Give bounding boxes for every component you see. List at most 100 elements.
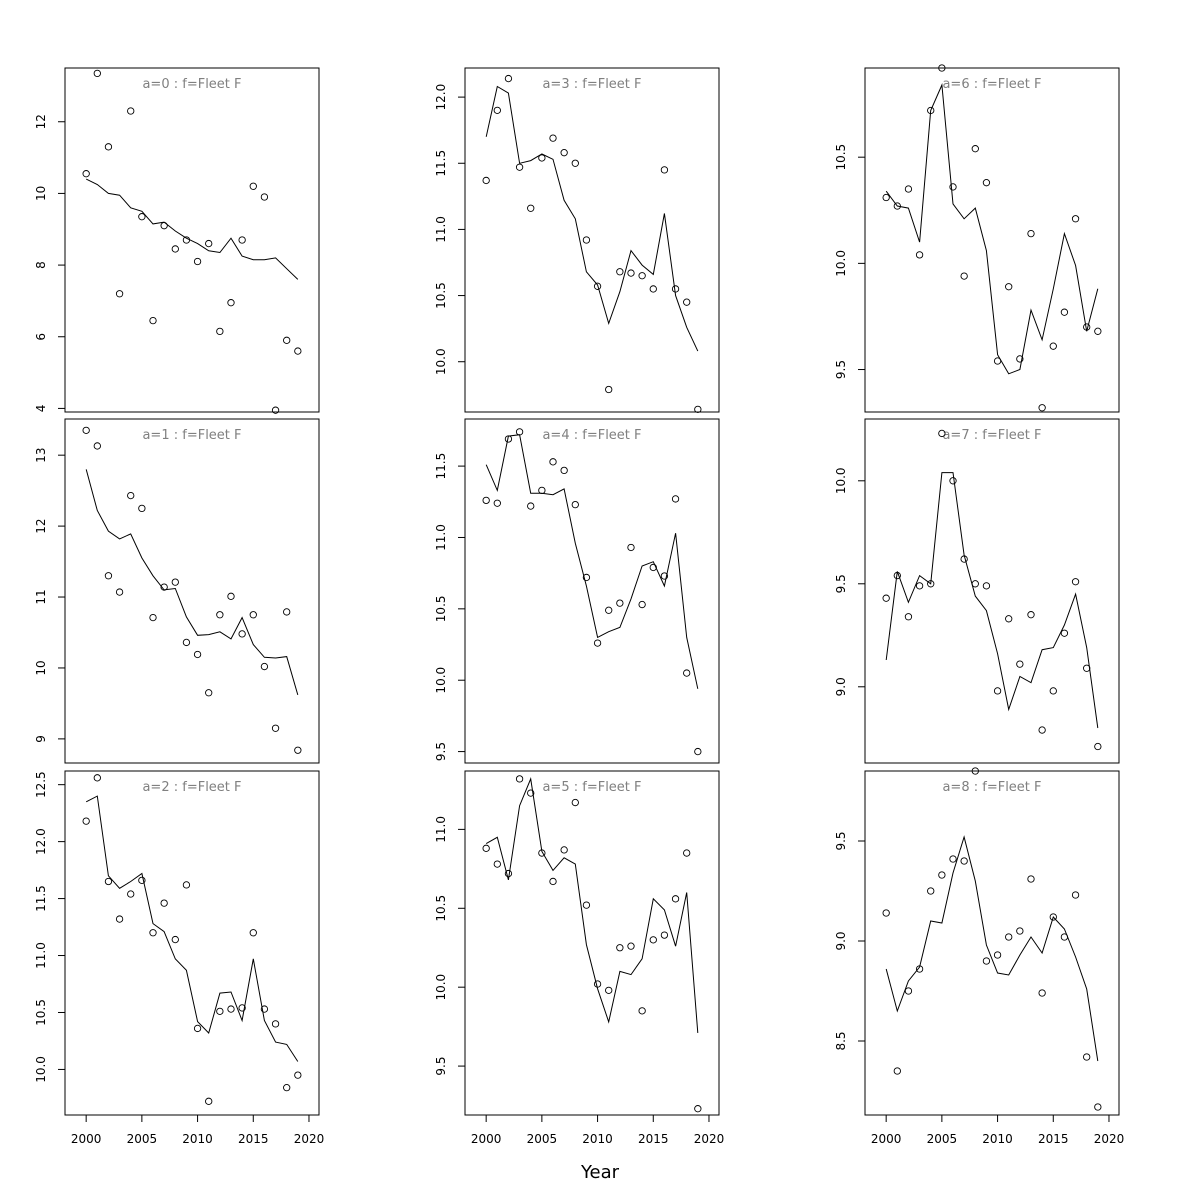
observed-point	[1027, 875, 1035, 883]
observed-point	[294, 1071, 302, 1079]
observed-point	[182, 236, 191, 244]
observed-point	[915, 251, 924, 259]
observed-point	[627, 543, 635, 552]
observed-point	[504, 74, 513, 83]
observed-point	[1094, 1103, 1102, 1111]
x-tick-label: 2020	[294, 1132, 325, 1146]
observed-point	[949, 477, 957, 485]
observed-point	[138, 504, 146, 513]
observed-point	[993, 357, 1002, 365]
x-tick-label: 2005	[527, 1132, 558, 1146]
observed-point	[1049, 913, 1057, 921]
observed-point	[271, 1020, 280, 1028]
observed-point	[904, 613, 913, 621]
observed-point	[294, 746, 302, 754]
panel-title: a=3 : f=Fleet F	[542, 77, 641, 92]
observed-point	[1083, 1053, 1091, 1061]
panel: a=7 : f=Fleet F 9.0 9.5 10.0	[834, 418, 1120, 764]
observed-point	[538, 486, 546, 495]
observed-point	[893, 571, 901, 580]
panel-title: a=2 : f=Fleet F	[142, 780, 241, 795]
observed-point	[683, 298, 691, 306]
observed-point	[138, 876, 146, 885]
y-tick-label: 9	[34, 735, 48, 743]
observed-point	[549, 134, 557, 142]
observed-point	[938, 64, 946, 72]
observed-point	[1016, 660, 1024, 668]
x-tick-label: 2015	[1038, 1132, 1069, 1146]
observed-point	[638, 1007, 646, 1015]
y-tick-label: 10.0	[434, 667, 448, 694]
observed-point	[694, 405, 702, 414]
observed-point	[527, 502, 535, 510]
observed-point	[193, 257, 202, 266]
observed-point	[82, 170, 90, 178]
observed-point	[1027, 611, 1035, 619]
y-tick-label: 10.0	[434, 974, 448, 1001]
observed-point	[93, 442, 101, 450]
y-tick-label: 12	[34, 518, 48, 533]
observed-point	[294, 347, 302, 355]
observed-point	[238, 1004, 246, 1012]
panel-frame	[64, 770, 320, 1116]
observed-point	[560, 149, 568, 157]
observed-point	[938, 871, 946, 879]
y-tick-label: 11.5	[434, 453, 448, 480]
y-tick-label: 10.0	[834, 250, 848, 277]
x-tick-label: 2010	[182, 1132, 213, 1146]
observed-point	[482, 496, 490, 505]
observed-point	[993, 687, 1002, 695]
observed-point	[949, 183, 957, 191]
observed-point	[527, 204, 535, 212]
observed-point	[249, 611, 257, 619]
observed-point	[694, 747, 702, 756]
y-tick-label: 10.0	[34, 1056, 48, 1083]
observed-point	[671, 895, 680, 903]
observed-point	[515, 775, 524, 783]
fitted-line	[85, 469, 299, 696]
x-tick-label: 2015	[238, 1132, 269, 1146]
y-tick-label: 11.0	[434, 216, 448, 243]
observed-point	[482, 844, 490, 852]
observed-point	[893, 1067, 901, 1075]
observed-point	[683, 849, 691, 857]
y-tick-label: 4	[34, 405, 48, 413]
observed-point	[93, 69, 101, 78]
y-tick-label: 10.5	[834, 144, 848, 171]
observed-point	[260, 1005, 269, 1013]
x-tick-label: 2000	[471, 1132, 502, 1146]
y-tick-label: 10.5	[434, 282, 448, 309]
x-tick-label: 2000	[71, 1132, 102, 1146]
observed-point	[82, 426, 90, 434]
observed-point	[616, 268, 624, 276]
y-tick-label: 10.0	[434, 348, 448, 375]
observed-point	[538, 154, 546, 162]
y-tick-label: 10	[34, 660, 48, 675]
observed-point	[893, 202, 901, 210]
observed-point	[238, 236, 246, 244]
x-tick-label: 2000	[871, 1132, 902, 1146]
y-tick-label: 12.5	[34, 771, 48, 798]
panel: a=5 : f=Fleet F 9.5 10.0 10.5 11.0 2000 2005 20…	[434, 770, 724, 1146]
panel: a=1 : f=Fleet F 9 10 11 12 13	[34, 418, 320, 764]
observed-point	[993, 951, 1002, 959]
observed-point	[115, 915, 124, 923]
observed-point	[982, 957, 991, 965]
observed-point	[104, 572, 113, 580]
y-tick-label: 10	[34, 186, 48, 201]
panel-title: a=6 : f=Fleet F	[942, 77, 1041, 92]
panel-title: a=5 : f=Fleet F	[542, 780, 641, 795]
observed-point	[960, 555, 968, 563]
y-tick-label: 11.5	[34, 885, 48, 912]
observed-point	[694, 1105, 702, 1113]
observed-point	[1049, 687, 1057, 695]
panel: a=6 : f=Fleet F 9.5 10.0 10.5	[834, 64, 1120, 413]
observed-point	[882, 193, 890, 202]
observed-point	[593, 282, 602, 290]
observed-point	[127, 890, 135, 898]
observed-point	[1071, 891, 1080, 899]
observed-point	[1027, 229, 1035, 238]
observed-point	[482, 176, 490, 185]
observed-point	[104, 143, 113, 151]
